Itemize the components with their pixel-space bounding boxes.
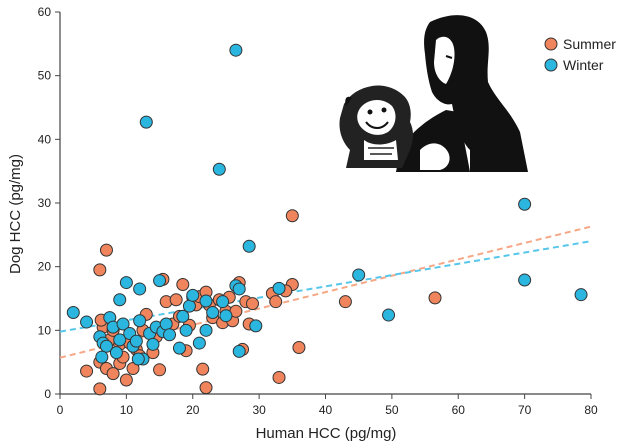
point-winter	[382, 308, 396, 322]
point-summer	[428, 291, 442, 305]
point-winter	[186, 288, 200, 302]
x-tick-label: 20	[186, 403, 200, 417]
point-winter	[242, 239, 256, 253]
point-winter	[146, 337, 160, 351]
x-tick-label: 70	[518, 403, 532, 417]
point-winter	[216, 295, 230, 309]
point-summer	[292, 341, 306, 355]
point-summer	[119, 373, 133, 387]
x-tick-label: 60	[452, 403, 466, 417]
x-tick-label: 80	[584, 403, 598, 417]
point-summer	[199, 381, 213, 395]
point-winter	[232, 282, 246, 296]
point-winter	[574, 288, 588, 302]
point-summer	[272, 370, 286, 384]
point-winter	[518, 197, 532, 211]
point-winter	[119, 276, 133, 290]
point-summer	[93, 382, 107, 396]
y-tick-label: 60	[38, 5, 52, 19]
point-winter	[133, 282, 147, 296]
point-summer	[269, 295, 283, 309]
point-winter	[179, 323, 193, 337]
point-summer	[169, 293, 183, 307]
point-winter	[192, 336, 206, 350]
y-tick-label: 20	[38, 260, 52, 274]
woman-and-dog-illustration	[339, 15, 528, 172]
point-winter	[176, 309, 190, 323]
point-winter	[113, 333, 127, 347]
point-winter	[182, 299, 196, 313]
point-winter	[219, 309, 233, 323]
point-winter	[212, 162, 226, 176]
y-tick-label: 50	[38, 69, 52, 83]
axes: 0 10 20 30 40 50 60 70 80 0 10 20 30 40 50 60	[38, 5, 598, 417]
data-points	[66, 43, 588, 396]
y-tick-label: 40	[38, 132, 52, 146]
point-winter	[66, 306, 80, 320]
point-winter	[229, 43, 243, 57]
point-winter	[159, 317, 173, 331]
x-tick-label: 50	[385, 403, 399, 417]
point-winter	[163, 328, 177, 342]
point-winter	[95, 350, 109, 364]
legend-swatch-winter	[544, 58, 558, 72]
point-winter	[153, 274, 167, 288]
point-winter	[116, 317, 130, 331]
point-winter	[249, 319, 263, 333]
point-winter	[109, 346, 123, 360]
point-winter	[133, 314, 147, 328]
y-tick-label: 30	[38, 196, 52, 210]
point-summer	[153, 363, 167, 377]
x-tick-label: 30	[252, 403, 266, 417]
legend-swatch-summer	[544, 37, 558, 51]
x-tick-label: 10	[120, 403, 134, 417]
legend-label-winter: Winter	[563, 57, 604, 73]
point-winter	[113, 293, 127, 307]
point-summer	[338, 295, 352, 309]
point-summer	[285, 209, 299, 223]
point-winter	[131, 352, 145, 366]
y-tick-label: 10	[38, 323, 52, 337]
point-winter	[206, 306, 220, 320]
point-winter	[518, 273, 532, 287]
point-winter	[139, 115, 153, 129]
point-winter	[129, 334, 143, 348]
point-summer	[196, 362, 210, 376]
x-axis-title: Human HCC (pg/mg)	[256, 425, 397, 442]
point-summer	[80, 364, 94, 378]
point-summer	[245, 297, 259, 311]
point-winter	[199, 323, 213, 337]
point-winter	[232, 344, 246, 358]
y-tick-label: 0	[44, 387, 51, 401]
point-winter	[80, 315, 94, 329]
x-tick-label: 40	[319, 403, 333, 417]
point-summer	[93, 263, 107, 277]
point-summer	[99, 243, 113, 257]
point-winter	[172, 341, 186, 355]
y-axis-title: Dog HCC (pg/mg)	[7, 154, 24, 274]
point-winter	[99, 339, 113, 353]
point-winter	[352, 268, 366, 282]
legend: Summer Winter	[544, 36, 616, 73]
legend-label-summer: Summer	[563, 36, 616, 52]
x-tick-label: 0	[57, 403, 64, 417]
point-winter	[272, 281, 286, 295]
point-summer	[106, 367, 120, 381]
point-winter	[199, 294, 213, 308]
point-summer	[176, 277, 190, 291]
